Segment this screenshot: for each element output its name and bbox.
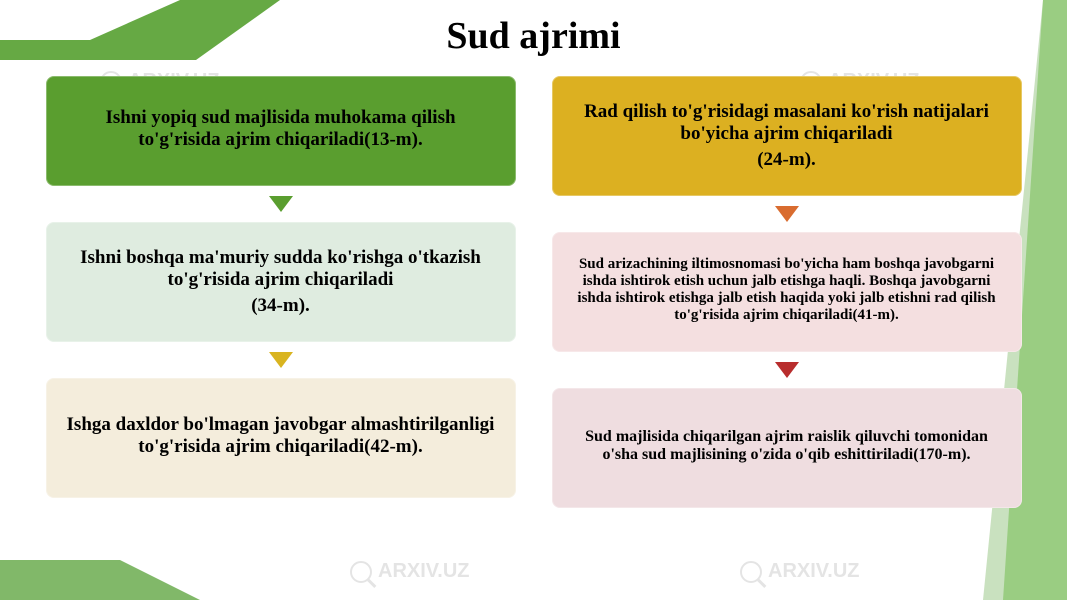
info-box: Sud majlisida chiqarilgan ajrim raislik … — [552, 388, 1022, 508]
box-text: Ishni yopiq sud majlisida muhokama qilis… — [66, 107, 496, 151]
box-text: Ishga daxldor bo'lmagan javobgar almasht… — [66, 414, 496, 458]
box-text-line2: (34-m). — [66, 295, 496, 317]
info-box: Ishni boshqa ma'muriy sudda ko'rishga o'… — [46, 222, 516, 342]
box-text: Sud majlisida chiqarilgan ajrim raislik … — [572, 428, 1002, 464]
down-arrow-icon — [269, 352, 293, 368]
down-arrow-icon — [775, 206, 799, 222]
slide-title: Sud ajrimi — [446, 14, 620, 58]
box-text: Rad qilish to'g'risidagi masalani ko'ris… — [572, 101, 1002, 145]
info-box: Ishni yopiq sud majlisida muhokama qilis… — [46, 76, 516, 186]
info-box: Sud arizachining iltimosnomasi bo'yicha … — [552, 232, 1022, 352]
left-column: Ishni yopiq sud majlisida muhokama qilis… — [46, 76, 516, 508]
info-box: Rad qilish to'g'risidagi masalani ko'ris… — [552, 76, 1022, 196]
slide-content: Sud ajrimi Ishni yopiq sud majlisida muh… — [0, 0, 1067, 600]
info-box: Ishga daxldor bo'lmagan javobgar almasht… — [46, 378, 516, 498]
columns-container: Ishni yopiq sud majlisida muhokama qilis… — [0, 76, 1067, 508]
box-text-line2: (24-m). — [572, 149, 1002, 171]
right-column: Rad qilish to'g'risidagi masalani ko'ris… — [552, 76, 1022, 508]
box-text: Ishni boshqa ma'muriy sudda ko'rishga o'… — [66, 247, 496, 291]
down-arrow-icon — [269, 196, 293, 212]
down-arrow-icon — [775, 362, 799, 378]
box-text: Sud arizachining iltimosnomasi bo'yicha … — [572, 256, 1002, 324]
